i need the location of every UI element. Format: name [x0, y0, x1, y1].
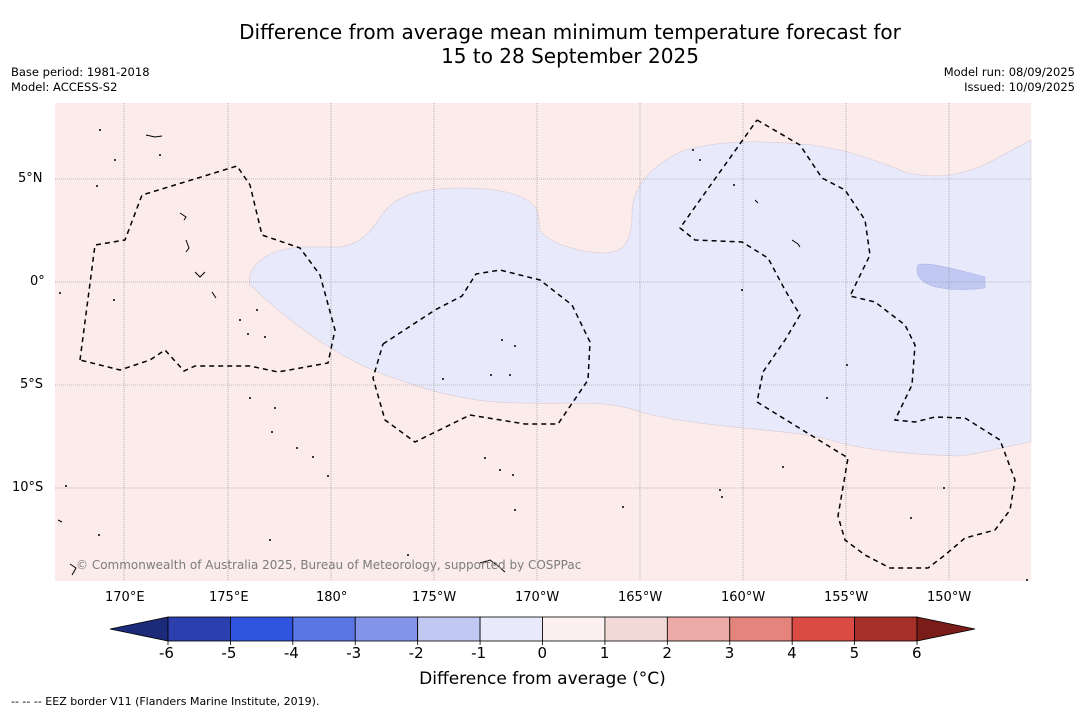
lon-label-175e: 175°E: [209, 590, 249, 605]
lon-label-155w: 155°W: [824, 590, 869, 605]
eez-borders: [79, 119, 1016, 569]
model-name: Model: ACCESS-S2: [11, 80, 118, 94]
copyright-notice: © Commonwealth of Australia 2025, Bureau…: [76, 558, 582, 572]
colorbar-tick-label: -1: [471, 644, 487, 662]
title-line-1: Difference from average mean minimum tem…: [239, 20, 901, 44]
colorbar-segment: [542, 616, 606, 642]
colorbar-tick-label: 5: [849, 644, 860, 662]
lon-label-170w: 170°W: [515, 590, 560, 605]
colorbar-tick-label: 4: [787, 644, 797, 662]
colorbar-tick-label: -4: [283, 644, 299, 662]
colorbar-label: Difference from average (°C): [419, 669, 666, 689]
colorbar-tick-label: -3: [346, 644, 362, 662]
model-run: Model run: 08/09/2025: [943, 65, 1075, 79]
lat-label-0: 0°: [30, 274, 45, 289]
title-line-2: 15 to 28 September 2025: [441, 44, 699, 68]
base-period: Base period: 1981-2018: [11, 65, 150, 79]
lon-label-180: 180°: [316, 590, 348, 605]
colorbar-tick-label: 1: [599, 644, 610, 662]
colorbar-under-arrow: [109, 616, 169, 642]
colorbar-tick-label: -6: [159, 644, 174, 662]
colorbar-segment: [230, 616, 294, 642]
colorbar-segment: [729, 616, 793, 642]
anomaly-region-minus2: [916, 263, 986, 290]
lon-label-150w: 150°W: [927, 590, 972, 605]
colorbar-segment: [791, 616, 855, 642]
colorbar-tick-label: 6: [912, 644, 922, 662]
chart-title: Difference from average mean minimum tem…: [0, 20, 1085, 68]
lat-label-5s: 5°S: [20, 377, 44, 392]
colorbar-segment: [292, 616, 356, 642]
issued-date: Issued: 10/09/2025: [964, 80, 1075, 94]
islands: [57, 134, 801, 576]
colorbar-tick-label: 3: [724, 644, 735, 662]
lon-label-165w: 165°W: [618, 590, 663, 605]
lon-label-160w: 160°W: [721, 590, 766, 605]
colorbar-segment: [417, 616, 481, 642]
colorbar-tick-label: -2: [408, 644, 424, 662]
colorbar: [109, 616, 976, 645]
colorbar-segment: [604, 616, 668, 642]
latitude-gridlines: [55, 178, 1031, 489]
colorbar-segment: [479, 616, 543, 642]
lat-label-10s: 10°S: [12, 480, 44, 495]
colorbar-tick-label: -5: [221, 644, 237, 662]
meta-left: Base period: 1981-2018 Model: ACCESS-S2: [11, 65, 150, 95]
colorbar-tick-label: 0: [537, 644, 548, 662]
colorbar-segment: [354, 616, 419, 642]
lon-label-175w: 175°W: [412, 590, 457, 605]
longitude-gridlines: [123, 103, 950, 581]
colorbar-over-arrow: [916, 616, 976, 642]
lon-label-170e: 170°E: [105, 590, 145, 605]
island-dots: [59, 129, 1028, 581]
colorbar-segment: [854, 616, 918, 642]
colorbar-segment: [167, 616, 231, 642]
colorbar-tick-label: 2: [662, 644, 672, 662]
colorbar-segment: [666, 616, 731, 642]
eez-legend: -- -- -- EEZ border V11 (Flanders Marine…: [11, 695, 320, 708]
lat-label-5n: 5°N: [18, 171, 43, 186]
meta-right: Model run: 08/09/2025 Issued: 10/09/2025: [944, 65, 1075, 95]
